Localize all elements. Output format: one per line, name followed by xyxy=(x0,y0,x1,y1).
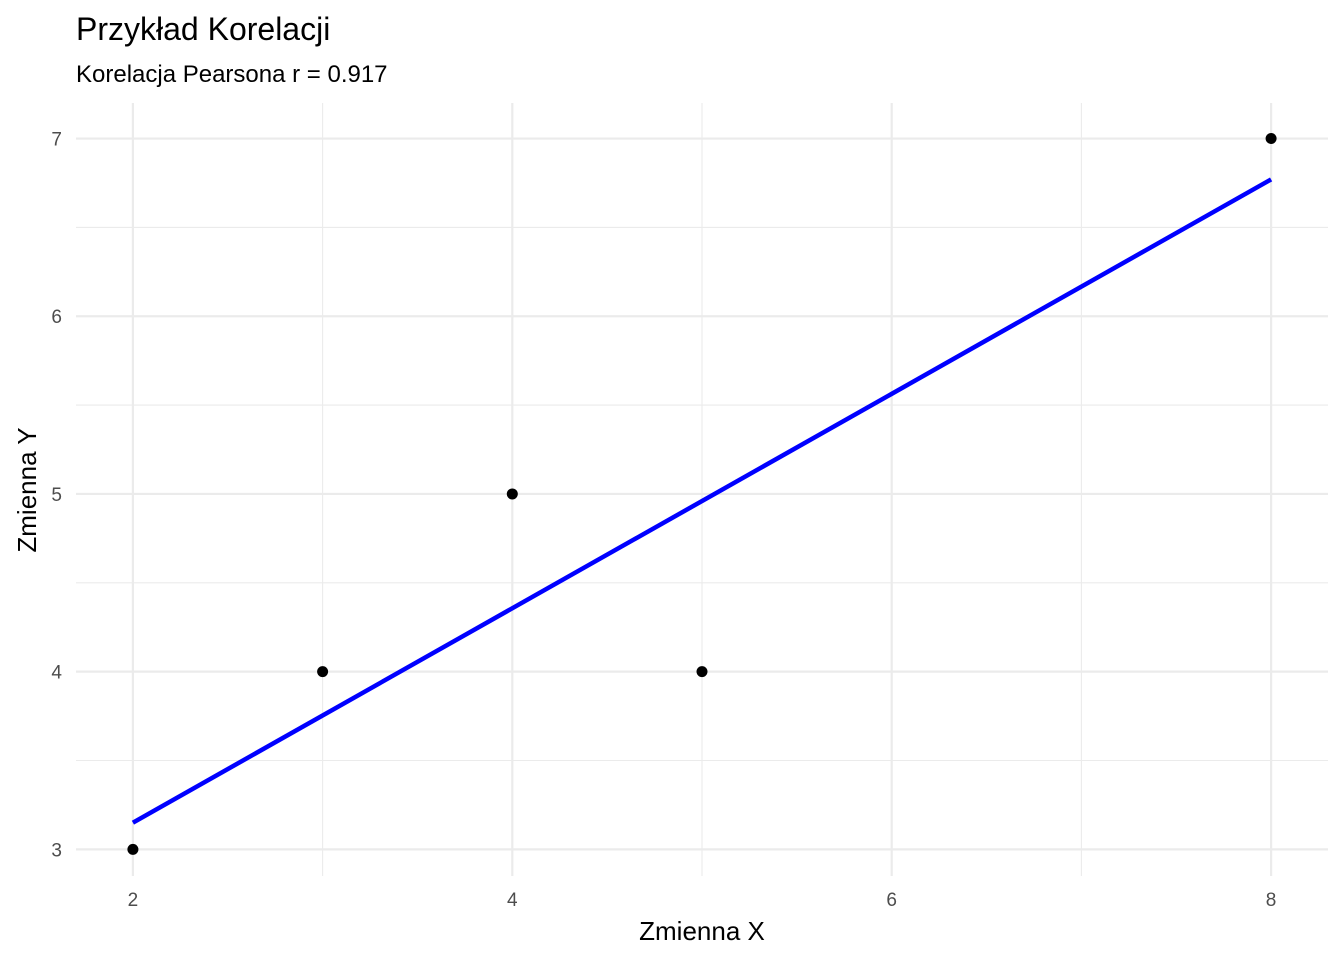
data-point-1 xyxy=(317,666,329,678)
fit-line-layer xyxy=(131,177,1273,825)
points-layer xyxy=(127,133,1277,855)
data-point-2 xyxy=(506,488,518,500)
chart-subtitle: Korelacja Pearsona r = 0.917 xyxy=(76,61,388,88)
y-axis-label: Zmienna Y xyxy=(12,427,42,552)
y-tick-label-0: 3 xyxy=(51,840,62,861)
y-tick-label-4: 7 xyxy=(51,130,62,151)
x-tick-label-2: 6 xyxy=(886,890,897,911)
y-tick-label-2: 5 xyxy=(51,485,62,506)
data-point-4 xyxy=(1265,133,1277,145)
data-point-3 xyxy=(696,666,708,678)
y-axis-ticks: 3 4 5 6 7 xyxy=(51,130,62,862)
y-tick-label-1: 4 xyxy=(51,663,62,684)
x-axis-label: Zmienna X xyxy=(639,916,765,946)
data-point-0 xyxy=(127,843,139,855)
y-tick-label-3: 6 xyxy=(51,307,62,328)
grid xyxy=(76,103,1328,876)
x-axis-ticks: 2 4 6 8 xyxy=(128,890,1277,911)
x-tick-label-0: 2 xyxy=(128,890,139,911)
regression-line xyxy=(131,177,1273,825)
x-tick-label-1: 4 xyxy=(507,890,518,911)
chart-title: Przykład Korelacji xyxy=(76,11,330,47)
x-tick-label-3: 8 xyxy=(1266,890,1277,911)
